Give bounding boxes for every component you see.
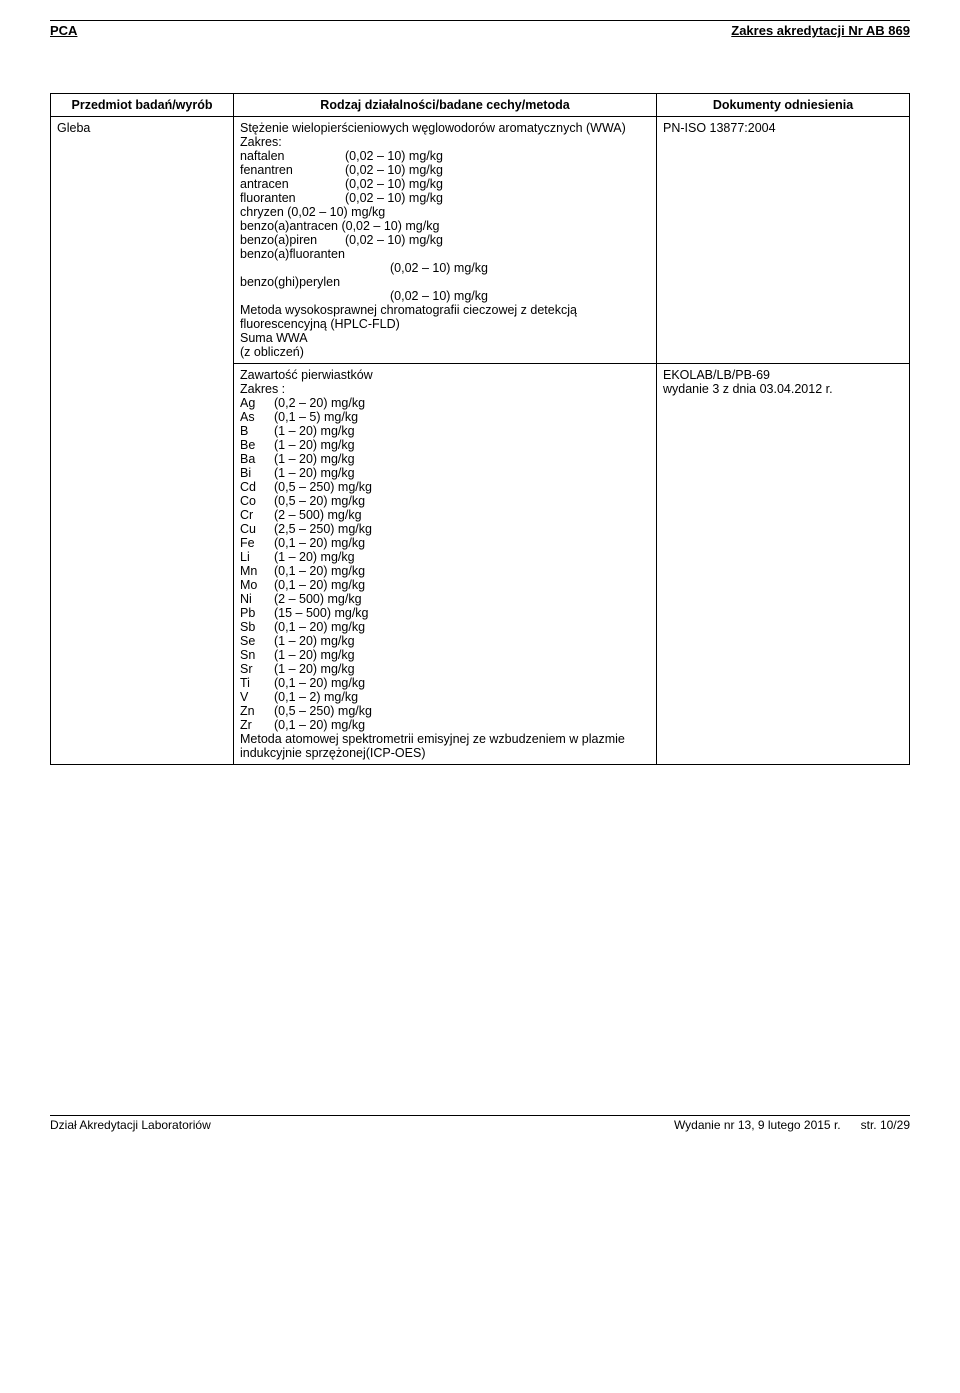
footer-right: str. 10/29 bbox=[861, 1118, 910, 1132]
wwa-title: Stężenie wielopierścieniowych węglowodor… bbox=[240, 121, 650, 135]
element-line: Se(1 – 20) mg/kg bbox=[240, 634, 650, 648]
sum-wwa-calc: (z obliczeń) bbox=[240, 345, 650, 359]
element-line: B(1 – 20) mg/kg bbox=[240, 424, 650, 438]
element-line: Mn(0,1 – 20) mg/kg bbox=[240, 564, 650, 578]
element-line: Sb(0,1 – 20) mg/kg bbox=[240, 620, 650, 634]
wwa-line: (0,02 – 10) mg/kg bbox=[240, 261, 650, 275]
element-line: Cu(2,5 – 250) mg/kg bbox=[240, 522, 650, 536]
element-line: Li(1 – 20) mg/kg bbox=[240, 550, 650, 564]
wwa-line: naftalen(0,02 – 10) mg/kg bbox=[240, 149, 650, 163]
element-line: Be(1 – 20) mg/kg bbox=[240, 438, 650, 452]
wwa-line: (0,02 – 10) mg/kg bbox=[240, 289, 650, 303]
element-line: Zr(0,1 – 20) mg/kg bbox=[240, 718, 650, 732]
col-header-subject: Przedmiot badań/wyrób bbox=[51, 94, 234, 117]
sum-wwa: Suma WWA bbox=[240, 331, 650, 345]
accreditation-table: Przedmiot badań/wyrób Rodzaj działalnośc… bbox=[50, 93, 910, 765]
wwa-line: antracen(0,02 – 10) mg/kg bbox=[240, 177, 650, 191]
method-cell-1: Stężenie wielopierścieniowych węglowodor… bbox=[234, 117, 657, 364]
element-line: Bi(1 – 20) mg/kg bbox=[240, 466, 650, 480]
reference-edition: wydanie 3 z dnia 03.04.2012 r. bbox=[663, 382, 903, 396]
element-line: Sr(1 – 20) mg/kg bbox=[240, 662, 650, 676]
element-line: Ni(2 – 500) mg/kg bbox=[240, 592, 650, 606]
header-right: Zakres akredytacji Nr AB 869 bbox=[731, 23, 910, 38]
reference-cell-2: EKOLAB/LB/PB-69 wydanie 3 z dnia 03.04.2… bbox=[657, 364, 910, 765]
wwa-line: fluoranten(0,02 – 10) mg/kg bbox=[240, 191, 650, 205]
header-left: PCA bbox=[50, 23, 77, 38]
method-cell-2: Zawartość pierwiastków Zakres : Ag(0,2 –… bbox=[234, 364, 657, 765]
reference-code: EKOLAB/LB/PB-69 bbox=[663, 368, 903, 382]
elements-title: Zawartość pierwiastków bbox=[240, 368, 650, 382]
element-line: As(0,1 – 5) mg/kg bbox=[240, 410, 650, 424]
table-row: Gleba Stężenie wielopierścieniowych węgl… bbox=[51, 117, 910, 364]
element-line: Ba(1 – 20) mg/kg bbox=[240, 452, 650, 466]
wwa-line: fenantren(0,02 – 10) mg/kg bbox=[240, 163, 650, 177]
element-line: Mo(0,1 – 20) mg/kg bbox=[240, 578, 650, 592]
wwa-line: benzo(a)piren(0,02 – 10) mg/kg bbox=[240, 233, 650, 247]
wwa-line: benzo(a)fluoranten bbox=[240, 247, 650, 261]
element-line: Cr(2 – 500) mg/kg bbox=[240, 508, 650, 522]
wwa-line: benzo(ghi)perylen bbox=[240, 275, 650, 289]
method-text: Metoda wysokosprawnej chromatografii cie… bbox=[240, 303, 650, 331]
footer-mid: Wydanie nr 13, 9 lutego 2015 r. bbox=[674, 1118, 841, 1132]
zakres-label: Zakres : bbox=[240, 382, 650, 396]
zakres-label: Zakres: bbox=[240, 135, 650, 149]
reference-cell-1: PN-ISO 13877:2004 bbox=[657, 117, 910, 364]
element-line: Co(0,5 – 20) mg/kg bbox=[240, 494, 650, 508]
wwa-compound-list: naftalen(0,02 – 10) mg/kgfenantren(0,02 … bbox=[240, 149, 650, 303]
element-line: Sn(1 – 20) mg/kg bbox=[240, 648, 650, 662]
element-line: Pb(15 – 500) mg/kg bbox=[240, 606, 650, 620]
wwa-line: benzo(a)antracen (0,02 – 10) mg/kg bbox=[240, 219, 650, 233]
col-header-method: Rodzaj działalności/badane cechy/metoda bbox=[234, 94, 657, 117]
element-line: Cd(0,5 – 250) mg/kg bbox=[240, 480, 650, 494]
col-header-reference: Dokumenty odniesienia bbox=[657, 94, 910, 117]
subject-cell: Gleba bbox=[51, 117, 234, 765]
element-line: V(0,1 – 2) mg/kg bbox=[240, 690, 650, 704]
element-line: Zn(0,5 – 250) mg/kg bbox=[240, 704, 650, 718]
footer-left: Dział Akredytacji Laboratoriów bbox=[50, 1118, 211, 1132]
element-line: Ti(0,1 – 20) mg/kg bbox=[240, 676, 650, 690]
method-text: Metoda atomowej spektrometrii emisyjnej … bbox=[240, 732, 650, 760]
element-line: Ag(0,2 – 20) mg/kg bbox=[240, 396, 650, 410]
wwa-line: chryzen (0,02 – 10) mg/kg bbox=[240, 205, 650, 219]
element-line: Fe(0,1 – 20) mg/kg bbox=[240, 536, 650, 550]
element-list: Ag(0,2 – 20) mg/kgAs(0,1 – 5) mg/kgB(1 –… bbox=[240, 396, 650, 732]
